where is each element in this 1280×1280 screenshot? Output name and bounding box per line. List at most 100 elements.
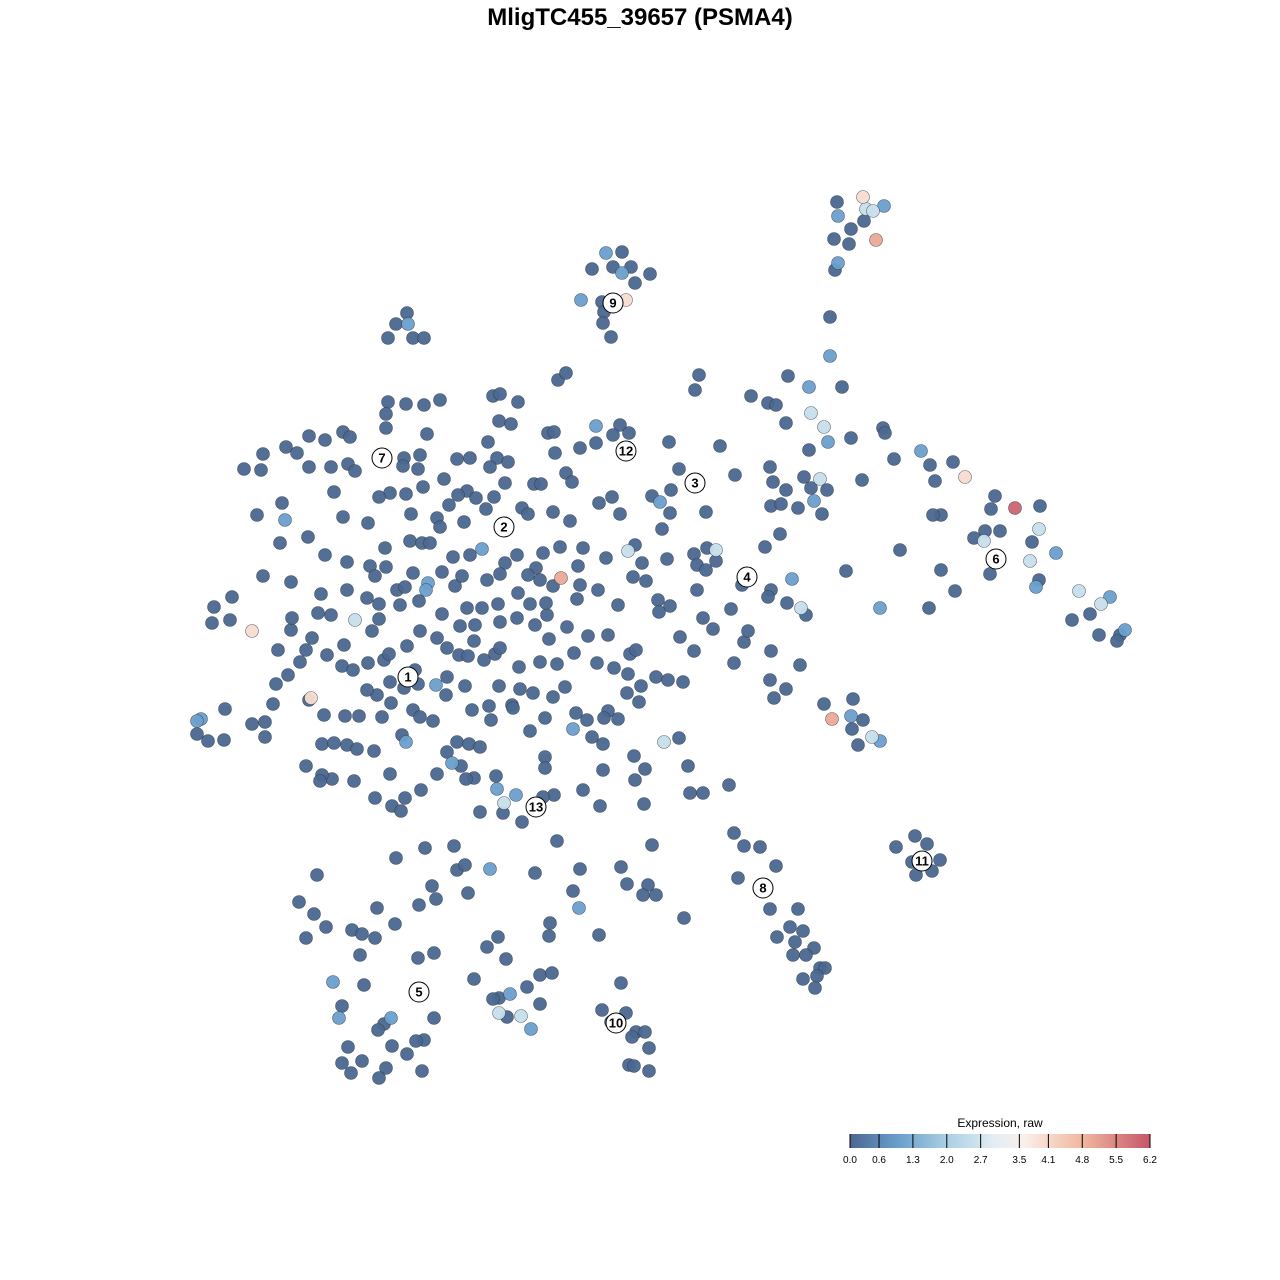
data-point (372, 597, 386, 611)
data-point (344, 1066, 358, 1080)
data-point (279, 440, 293, 454)
data-point (727, 656, 741, 670)
data-point (958, 470, 972, 484)
data-point (528, 618, 542, 632)
data-point (290, 446, 304, 460)
data-point (419, 583, 433, 597)
data-point (399, 397, 413, 411)
data-point (592, 496, 606, 510)
data-point (493, 641, 507, 655)
data-point (542, 632, 556, 646)
data-point (451, 488, 465, 502)
data-point (977, 534, 991, 548)
data-point (324, 460, 338, 474)
data-point (301, 530, 315, 544)
data-point (360, 683, 374, 697)
cluster-label-2: 2 (493, 516, 515, 538)
data-point (769, 398, 783, 412)
data-point (394, 804, 408, 818)
data-point (794, 601, 808, 615)
data-point (414, 783, 428, 797)
data-point (664, 483, 678, 497)
data-point (526, 686, 540, 700)
data-point (1065, 613, 1079, 627)
data-point (572, 901, 586, 915)
data-point (660, 552, 674, 566)
data-point (645, 838, 659, 852)
data-point (439, 688, 453, 702)
data-point (491, 597, 505, 611)
data-point (622, 426, 636, 440)
data-point (625, 1030, 639, 1044)
data-point (1033, 499, 1047, 513)
points-layer (190, 190, 1132, 1085)
cluster-label-badge (736, 566, 758, 588)
data-point (299, 643, 313, 657)
data-point (311, 606, 325, 620)
data-point (923, 458, 937, 472)
data-point (673, 630, 687, 644)
data-point (823, 349, 837, 363)
cluster-label-text: 6 (992, 552, 999, 567)
data-point (786, 948, 800, 962)
data-point (533, 655, 547, 669)
data-point (340, 555, 354, 569)
data-point (509, 788, 523, 802)
data-point (1110, 634, 1124, 648)
data-point (458, 858, 472, 872)
data-point (763, 902, 777, 916)
data-point (379, 421, 393, 435)
data-point (455, 569, 469, 583)
data-point (511, 586, 525, 600)
data-point (547, 425, 561, 439)
data-point (445, 756, 459, 770)
data-point (379, 407, 393, 421)
data-point (320, 648, 334, 662)
data-point (498, 476, 512, 490)
data-point (326, 975, 340, 989)
data-point (810, 969, 824, 983)
cluster-label-text: 9 (609, 296, 616, 311)
data-point (353, 948, 367, 962)
data-point (523, 724, 537, 738)
cluster-label-text: 2 (500, 520, 507, 535)
data-point (869, 233, 883, 247)
data-point (780, 596, 794, 610)
data-point (823, 310, 837, 324)
data-point (908, 829, 922, 843)
data-point (690, 583, 704, 597)
data-point (926, 508, 940, 522)
data-point (655, 522, 669, 536)
data-point (585, 262, 599, 276)
data-point (490, 782, 504, 796)
data-point (797, 470, 811, 484)
data-point (437, 472, 451, 486)
data-point (687, 644, 701, 658)
data-point (245, 717, 259, 731)
data-point (313, 774, 327, 788)
data-point (699, 563, 713, 577)
data-point (481, 435, 495, 449)
data-point (346, 663, 360, 677)
data-point (370, 901, 384, 915)
data-point (651, 593, 665, 607)
data-point (827, 232, 841, 246)
data-point (914, 444, 928, 458)
data-point (856, 190, 870, 204)
data-point (550, 834, 564, 848)
data-point (492, 679, 506, 693)
data-point (371, 1023, 385, 1037)
data-point (416, 480, 430, 494)
data-point (599, 551, 613, 565)
data-point (1103, 590, 1117, 604)
data-point (831, 256, 845, 270)
data-point (1023, 554, 1037, 568)
data-point (576, 541, 590, 555)
data-point (372, 1071, 386, 1085)
data-point (389, 851, 403, 865)
data-point (492, 1006, 506, 1020)
legend-tick-label: 4.8 (1075, 1155, 1089, 1166)
data-point (463, 548, 477, 562)
data-point (417, 398, 431, 412)
data-point (504, 417, 518, 431)
